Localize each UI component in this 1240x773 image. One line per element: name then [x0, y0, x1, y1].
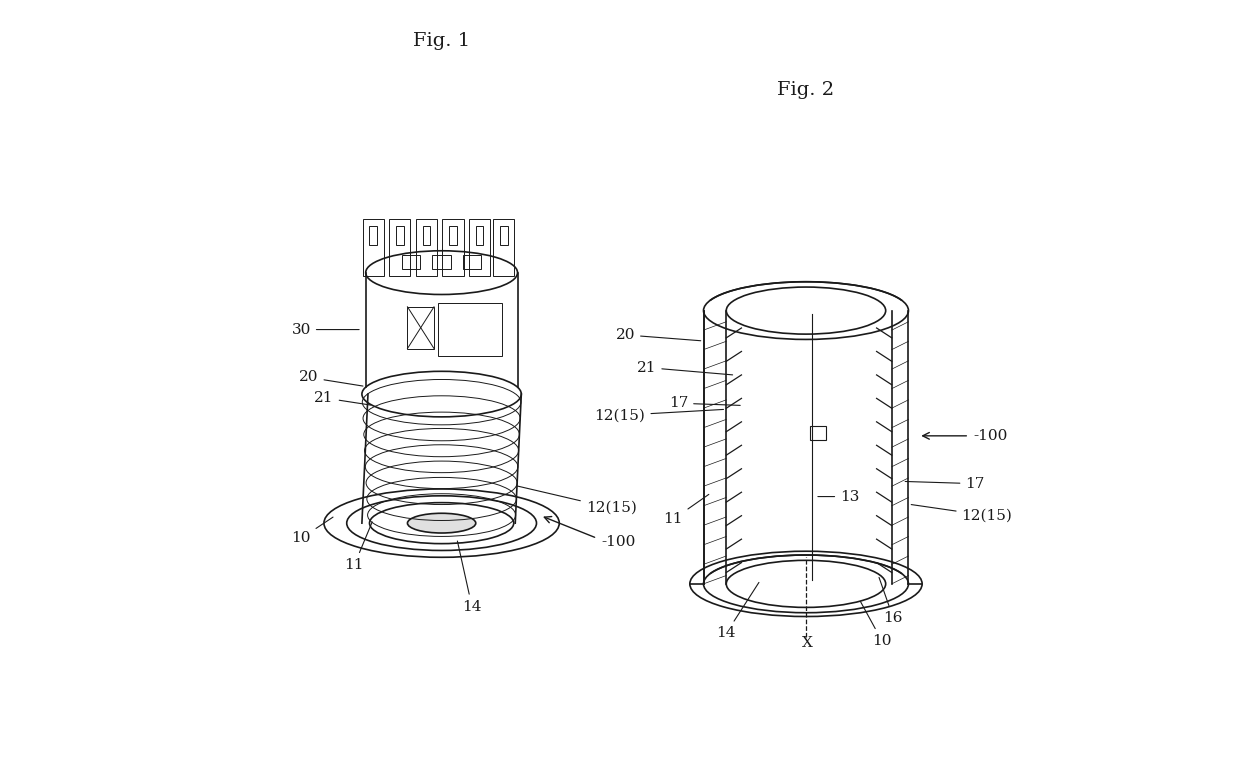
Bar [423, 226, 430, 245]
Bar [810, 426, 827, 440]
Text: 12(15): 12(15) [594, 408, 723, 422]
Bar [469, 220, 490, 277]
Bar [494, 220, 515, 277]
Bar [449, 226, 456, 245]
Bar [433, 255, 450, 269]
Text: 14: 14 [717, 582, 759, 640]
Bar [402, 255, 420, 269]
Text: X: X [802, 636, 813, 650]
Bar [408, 307, 434, 349]
Text: Fig. 1: Fig. 1 [413, 32, 470, 50]
Text: 17: 17 [905, 477, 985, 491]
Text: 16: 16 [879, 577, 903, 625]
Bar [443, 220, 464, 277]
Text: 11: 11 [345, 522, 372, 572]
Text: 20: 20 [299, 370, 363, 386]
Text: 12(15): 12(15) [911, 505, 1013, 523]
Text: 13: 13 [818, 489, 859, 503]
Bar [463, 255, 481, 269]
Bar [396, 226, 404, 245]
Text: 10: 10 [291, 517, 334, 545]
Text: 21: 21 [314, 391, 371, 405]
Text: 14: 14 [458, 541, 481, 614]
Text: 12(15): 12(15) [516, 485, 636, 515]
Text: 30: 30 [291, 322, 360, 336]
Text: Fig. 2: Fig. 2 [777, 81, 835, 100]
Bar [500, 226, 507, 245]
Bar [438, 303, 502, 356]
Text: 17: 17 [668, 397, 740, 410]
Text: 20: 20 [615, 328, 701, 342]
Bar [362, 220, 384, 277]
Text: -100: -100 [973, 429, 1007, 443]
Bar [389, 220, 410, 277]
Bar [476, 226, 484, 245]
Bar [370, 226, 377, 245]
Text: 11: 11 [663, 495, 709, 526]
Ellipse shape [408, 513, 476, 533]
Bar [415, 220, 436, 277]
Text: -100: -100 [601, 535, 635, 549]
Text: 10: 10 [861, 601, 892, 648]
Text: 21: 21 [637, 360, 733, 375]
